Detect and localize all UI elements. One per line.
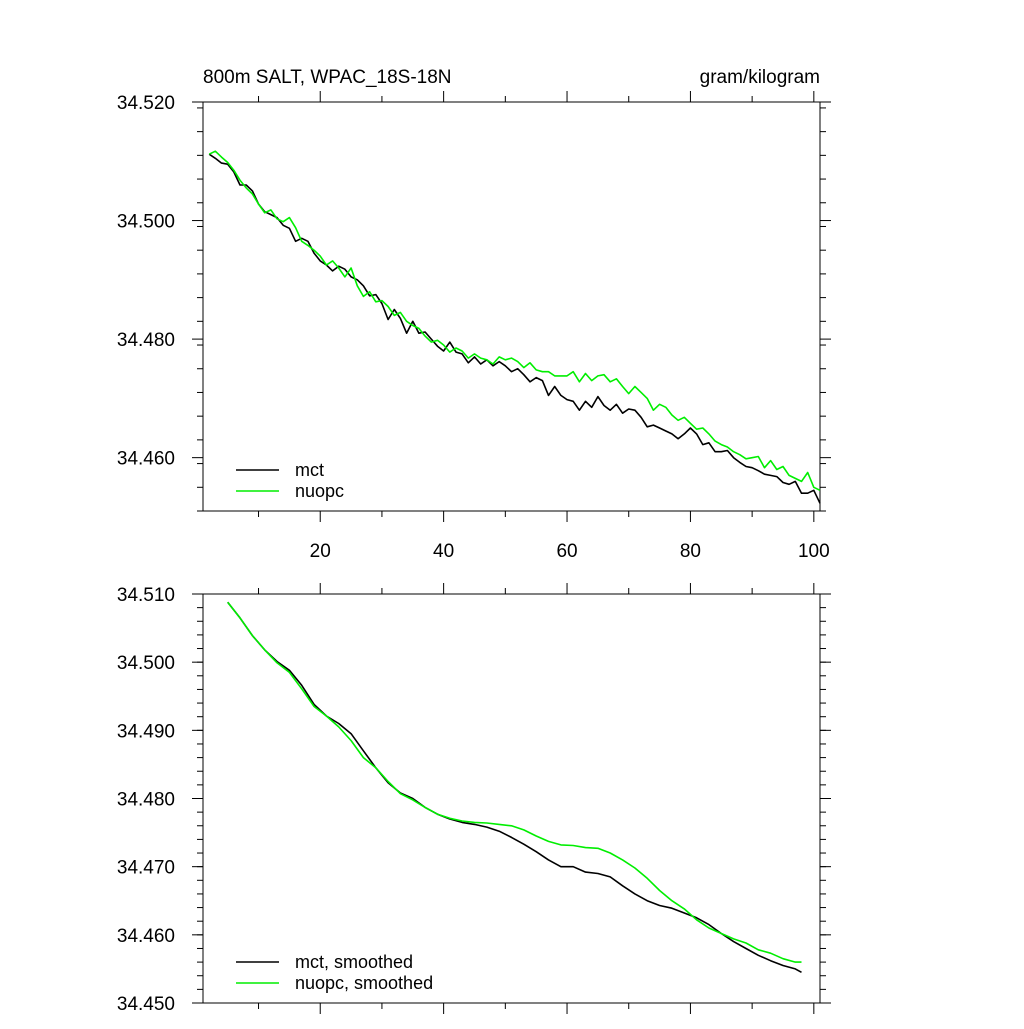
y-tick-label: 34.500 bbox=[117, 653, 175, 674]
y-tick-label: 34.450 bbox=[117, 994, 175, 1015]
x-tick-label: 100 bbox=[798, 541, 830, 562]
y-tick-label: 34.510 bbox=[117, 585, 175, 606]
plot-frame bbox=[202, 593, 821, 1004]
bottom-panel: 34.450 34.460 34.470 34.480 34.490 34.500 34.5… bbox=[117, 583, 831, 1015]
series-line-mct-smoothed bbox=[227, 601, 802, 974]
top-panel: 800m SALT, WPAC_18S-18N gram/kilogram 20… bbox=[117, 67, 831, 562]
y-tick-label: 34.460 bbox=[117, 449, 175, 470]
legend-label: mct, smoothed bbox=[295, 952, 413, 972]
y-tick-label: 34.490 bbox=[117, 721, 175, 742]
x-tick-label: 80 bbox=[680, 541, 701, 562]
x-tick-label: 60 bbox=[556, 541, 577, 562]
chart-units: gram/kilogram bbox=[700, 67, 820, 88]
series-line-nuopc bbox=[208, 150, 821, 492]
legend-label: nuopc, smoothed bbox=[295, 973, 433, 993]
legend-label: nuopc bbox=[295, 481, 344, 501]
x-tick-label: 20 bbox=[310, 541, 331, 562]
chart-title: 800m SALT, WPAC_18S-18N bbox=[203, 67, 452, 88]
y-tick-label: 34.480 bbox=[117, 790, 175, 811]
y-tick-label: 34.520 bbox=[117, 93, 175, 114]
y-tick-label: 34.470 bbox=[117, 858, 175, 879]
series-line-mct bbox=[208, 153, 821, 504]
y-tick-label: 34.480 bbox=[117, 330, 175, 351]
series-line-nuopc-smoothed bbox=[227, 601, 802, 963]
y-tick-label: 34.460 bbox=[117, 926, 175, 947]
y-tick-label: 34.500 bbox=[117, 212, 175, 233]
x-tick-label: 40 bbox=[433, 541, 454, 562]
plot-frame bbox=[202, 101, 821, 512]
legend-label: mct bbox=[295, 460, 324, 480]
